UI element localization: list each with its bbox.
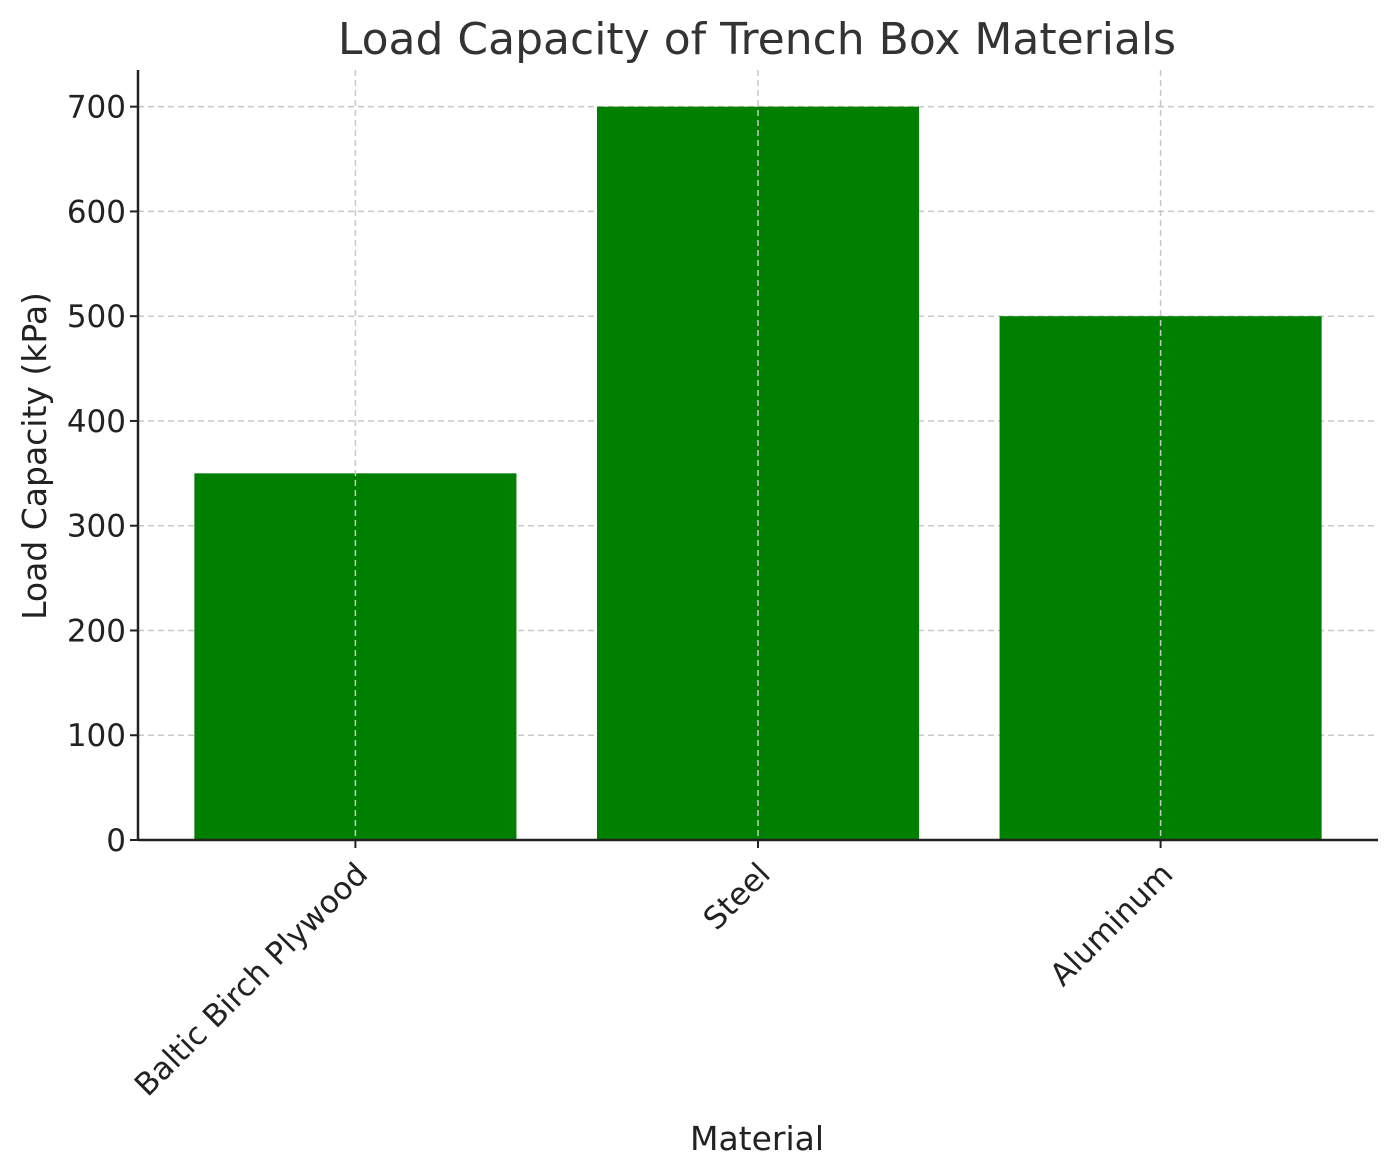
y-tick-label: 700 <box>67 90 126 126</box>
y-tick-label: 400 <box>67 404 126 440</box>
y-tick-label: 300 <box>67 509 126 545</box>
chart-title: Load Capacity of Trench Box Materials <box>338 14 1176 65</box>
x-tick-label: Baltic Birch Plywood <box>128 856 375 1103</box>
y-tick-label: 500 <box>67 299 126 335</box>
y-tick-label: 200 <box>67 613 126 649</box>
y-tick-label: 100 <box>67 718 126 754</box>
x-axis-label: Material <box>690 1119 824 1158</box>
y-axis-label: Load Capacity (kPa) <box>15 292 54 620</box>
y-tick-label: 0 <box>106 823 126 859</box>
bars <box>194 70 1322 840</box>
x-tick-label: Aluminum <box>1043 856 1180 993</box>
y-tick-label: 600 <box>67 194 126 230</box>
x-tick-label: Steel <box>697 856 778 937</box>
